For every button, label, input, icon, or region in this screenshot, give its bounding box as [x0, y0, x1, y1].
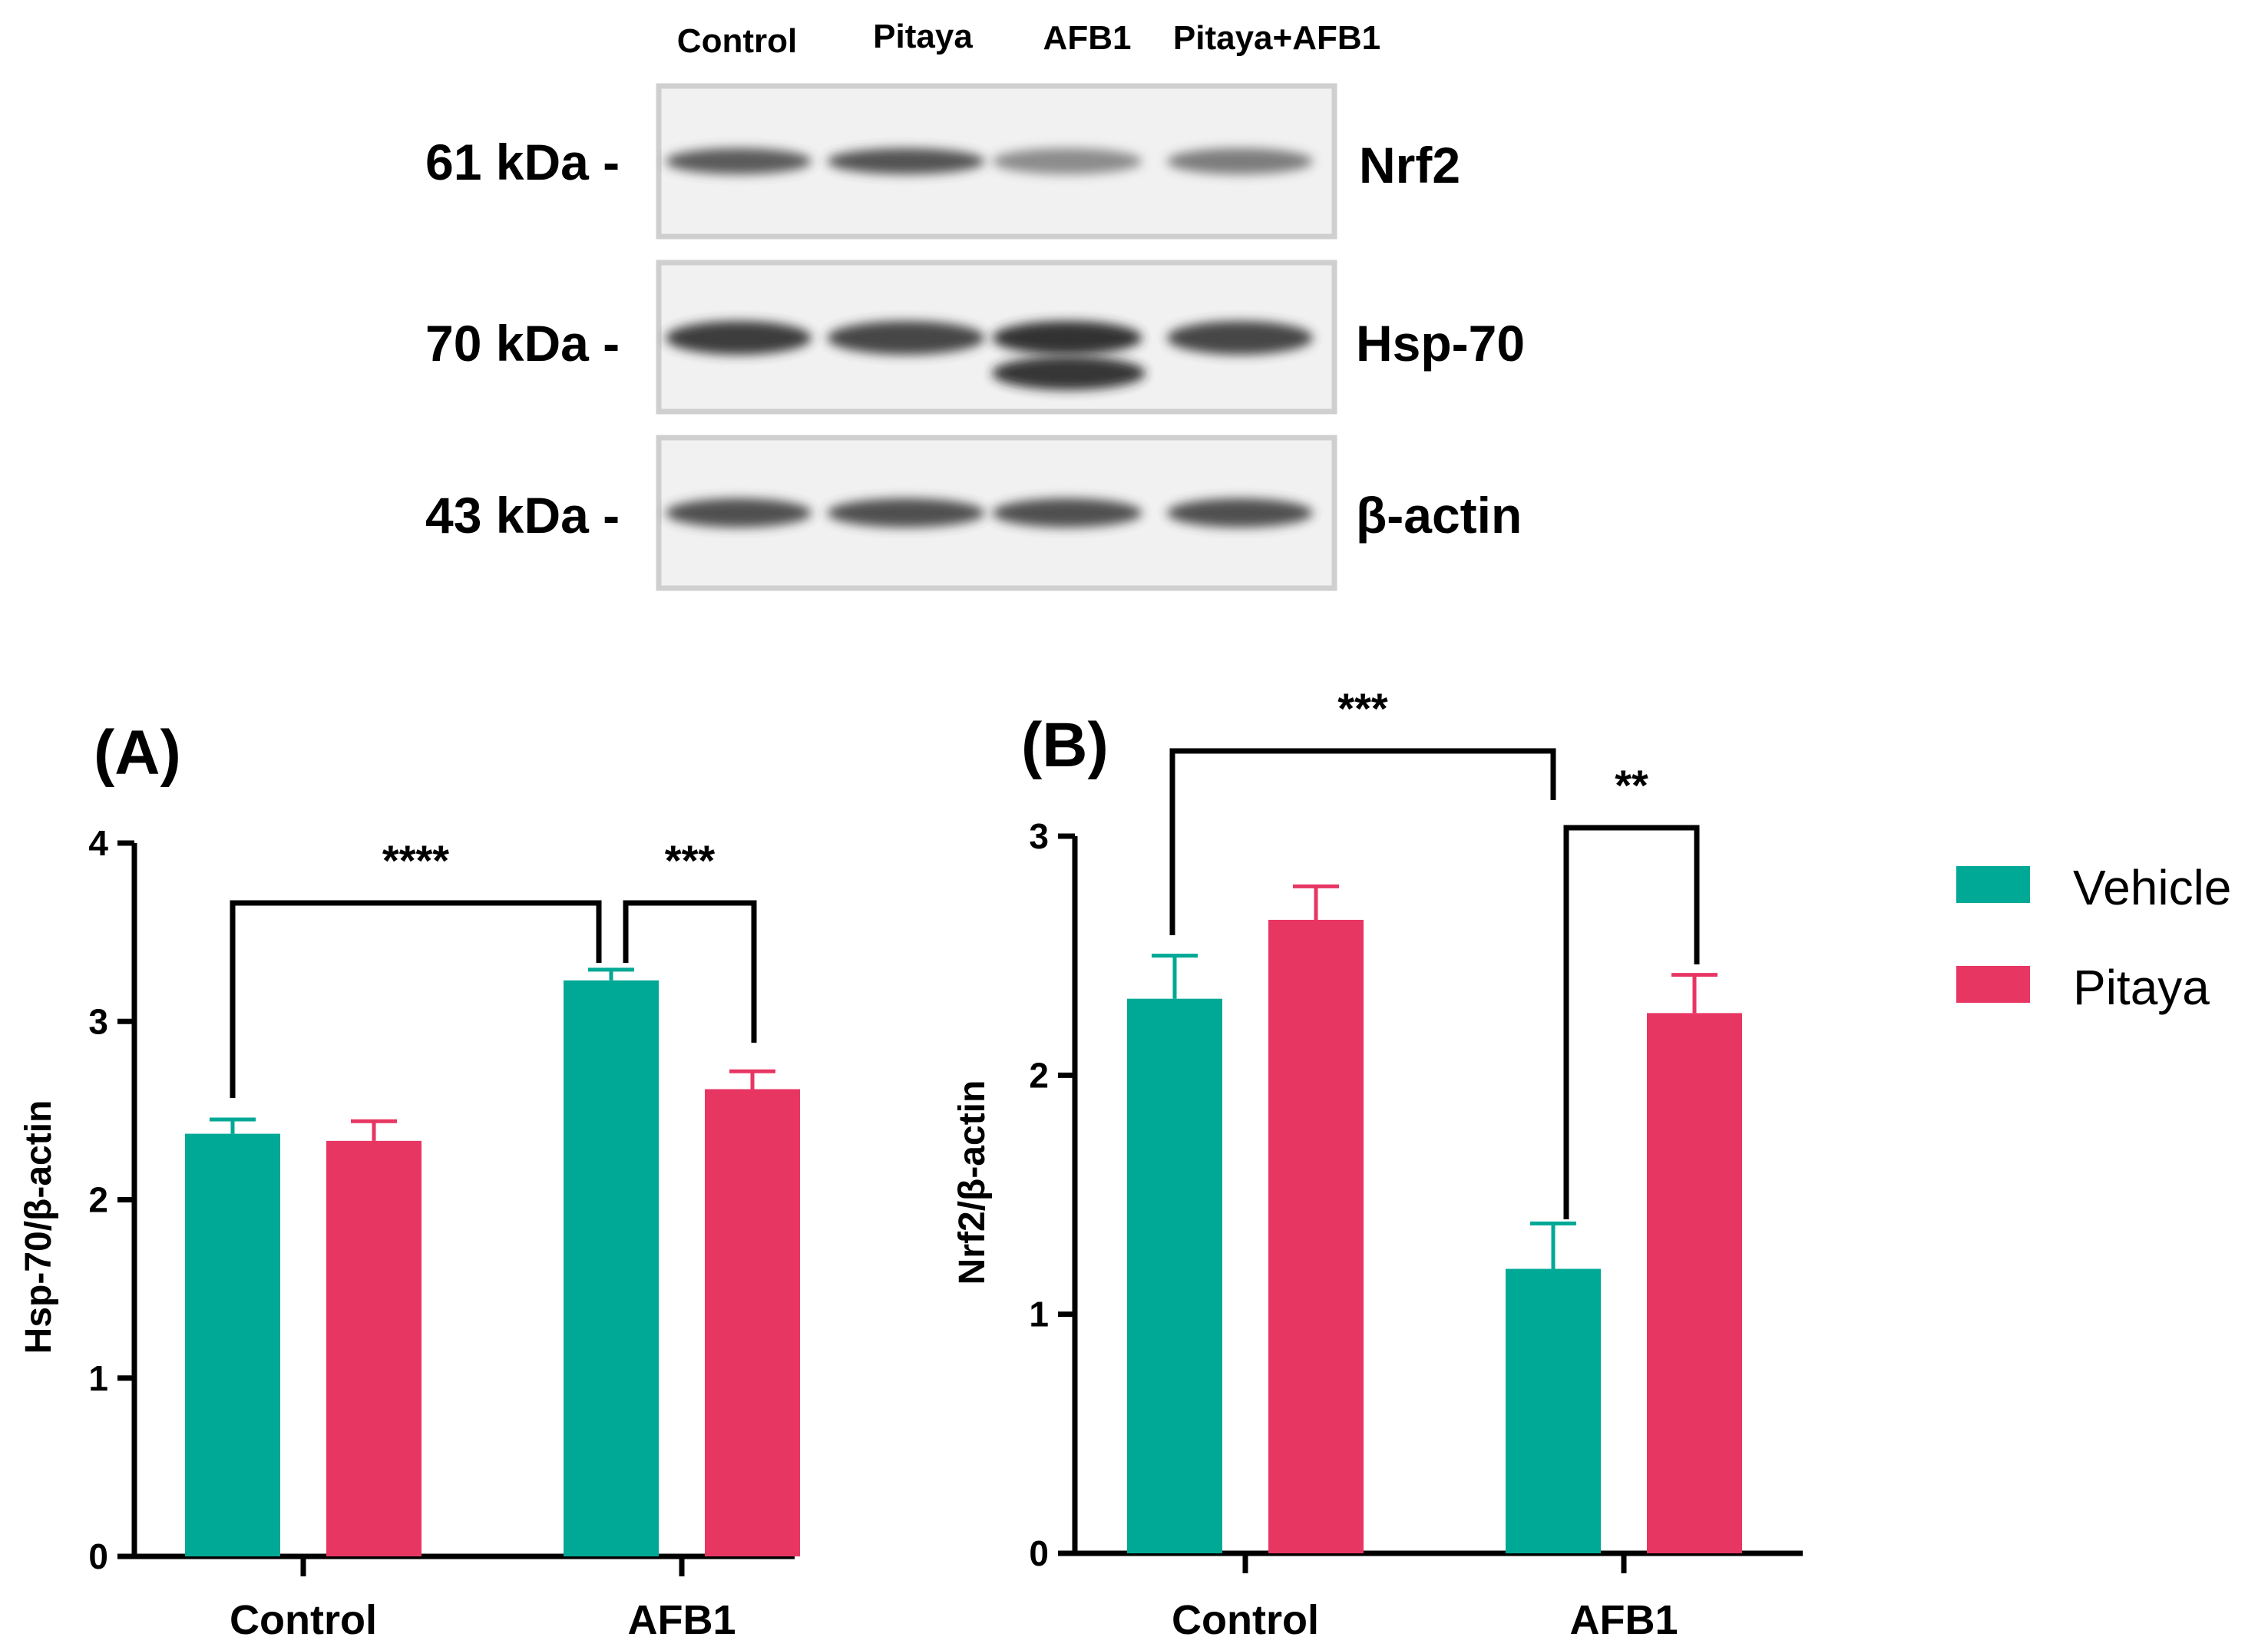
- panel-a-cat-afb1: AFB1: [627, 1597, 736, 1643]
- significance-bracket-1: [230, 900, 602, 1098]
- lane-label-pitaya-afb1: Pitaya+AFB1: [1173, 19, 1380, 57]
- bar-vehicle-control: [185, 1133, 280, 1556]
- protein-label-nrf2: Nrf2: [1359, 137, 1460, 193]
- panel-b-ylabel: Nrf2/β-actin: [952, 1080, 993, 1285]
- kda-label-beta-actin: 43 kDa -: [425, 487, 620, 544]
- chart-panel-a: (A) Hsp-70/β-actin Control AFB1 0 1 2 3 4 ***…: [18, 718, 800, 1643]
- y-tick-label: 0: [1029, 1533, 1049, 1573]
- panel-a-ylabel: Hsp-70/β-actin: [18, 1100, 59, 1354]
- legend-swatch-pitaya: [1956, 966, 2030, 1003]
- significance-bracket-2: [623, 900, 757, 1043]
- significance-label-2: **: [1615, 761, 1648, 809]
- blot-band-nrf2-lane-3: [992, 148, 1142, 174]
- western-blot: Control Pitaya AFB1 Pitaya+AFB1 61 kDa -…: [425, 18, 1525, 591]
- blot-band-hsp70-lane-4: [1167, 321, 1313, 355]
- bar-vehicle-afb1: [1506, 1268, 1601, 1553]
- bar-vehicle-afb1: [564, 980, 659, 1556]
- blot-band-hsp70-lane-2: [827, 321, 985, 355]
- blot-band-hsp70-lane-1: [666, 321, 812, 355]
- significance-label-1: ***: [1337, 684, 1388, 733]
- blot-band-actin-lane-2: [827, 498, 985, 528]
- y-tick-label: 2: [1029, 1055, 1049, 1095]
- lane-label-control: Control: [677, 22, 797, 60]
- y-tick-label: 3: [1029, 816, 1049, 856]
- significance-bracket-1: [1169, 748, 1556, 935]
- y-tick-label: 0: [88, 1536, 108, 1576]
- protein-label-beta-actin: β-actin: [1356, 487, 1522, 544]
- y-tick-label: 1: [1029, 1295, 1049, 1334]
- blot-band-actin-lane-4: [1167, 498, 1313, 528]
- legend-label-vehicle: Vehicle: [2073, 860, 2231, 915]
- kda-label-hsp70: 70 kDa -: [425, 315, 620, 372]
- legend-swatch-vehicle: [1956, 866, 2030, 903]
- y-tick-label: 1: [88, 1358, 108, 1398]
- significance-bracket-2: [1563, 825, 1700, 1219]
- significance-label-1: ****: [382, 836, 449, 885]
- blot-band-nrf2-lane-2: [827, 148, 985, 174]
- bar-vehicle-control: [1127, 998, 1222, 1553]
- lane-label-afb1: AFB1: [1043, 19, 1132, 57]
- bar-pitaya-afb1: [705, 1089, 800, 1556]
- lane-label-pitaya: Pitaya: [873, 18, 973, 55]
- panel-b-label: (B): [1021, 710, 1109, 780]
- panel-b-cat-afb1: AFB1: [1569, 1597, 1678, 1643]
- blot-band-hsp70-lane-3: [992, 321, 1142, 355]
- blot-band-actin-lane-3: [992, 498, 1142, 528]
- bar-pitaya-control: [326, 1140, 422, 1556]
- kda-label-nrf2: 61 kDa -: [425, 134, 620, 190]
- blot-bands: [666, 148, 1313, 528]
- bar-pitaya-afb1: [1647, 1013, 1742, 1553]
- protein-label-hsp70: Hsp-70: [1356, 315, 1525, 372]
- blot-band-nrf2-lane-1: [666, 148, 812, 174]
- blot-band-nrf2-lane-4: [1167, 148, 1313, 174]
- blot-band-actin-lane-1: [666, 498, 812, 528]
- panel-b-cat-control: Control: [1172, 1597, 1319, 1643]
- panel-a-cat-control: Control: [230, 1597, 377, 1643]
- bar-pitaya-control: [1268, 919, 1364, 1553]
- panel-a-label: (A): [94, 718, 181, 788]
- legend-label-pitaya: Pitaya: [2073, 960, 2210, 1015]
- blot-band-hsp70-afb1-lower: [992, 356, 1146, 390]
- y-tick-label: 4: [88, 823, 108, 863]
- significance-label-2: ***: [665, 836, 716, 885]
- y-tick-label: 2: [88, 1180, 108, 1220]
- legend: Vehicle Pitaya: [1956, 860, 2231, 1015]
- y-tick-label: 3: [88, 1001, 108, 1041]
